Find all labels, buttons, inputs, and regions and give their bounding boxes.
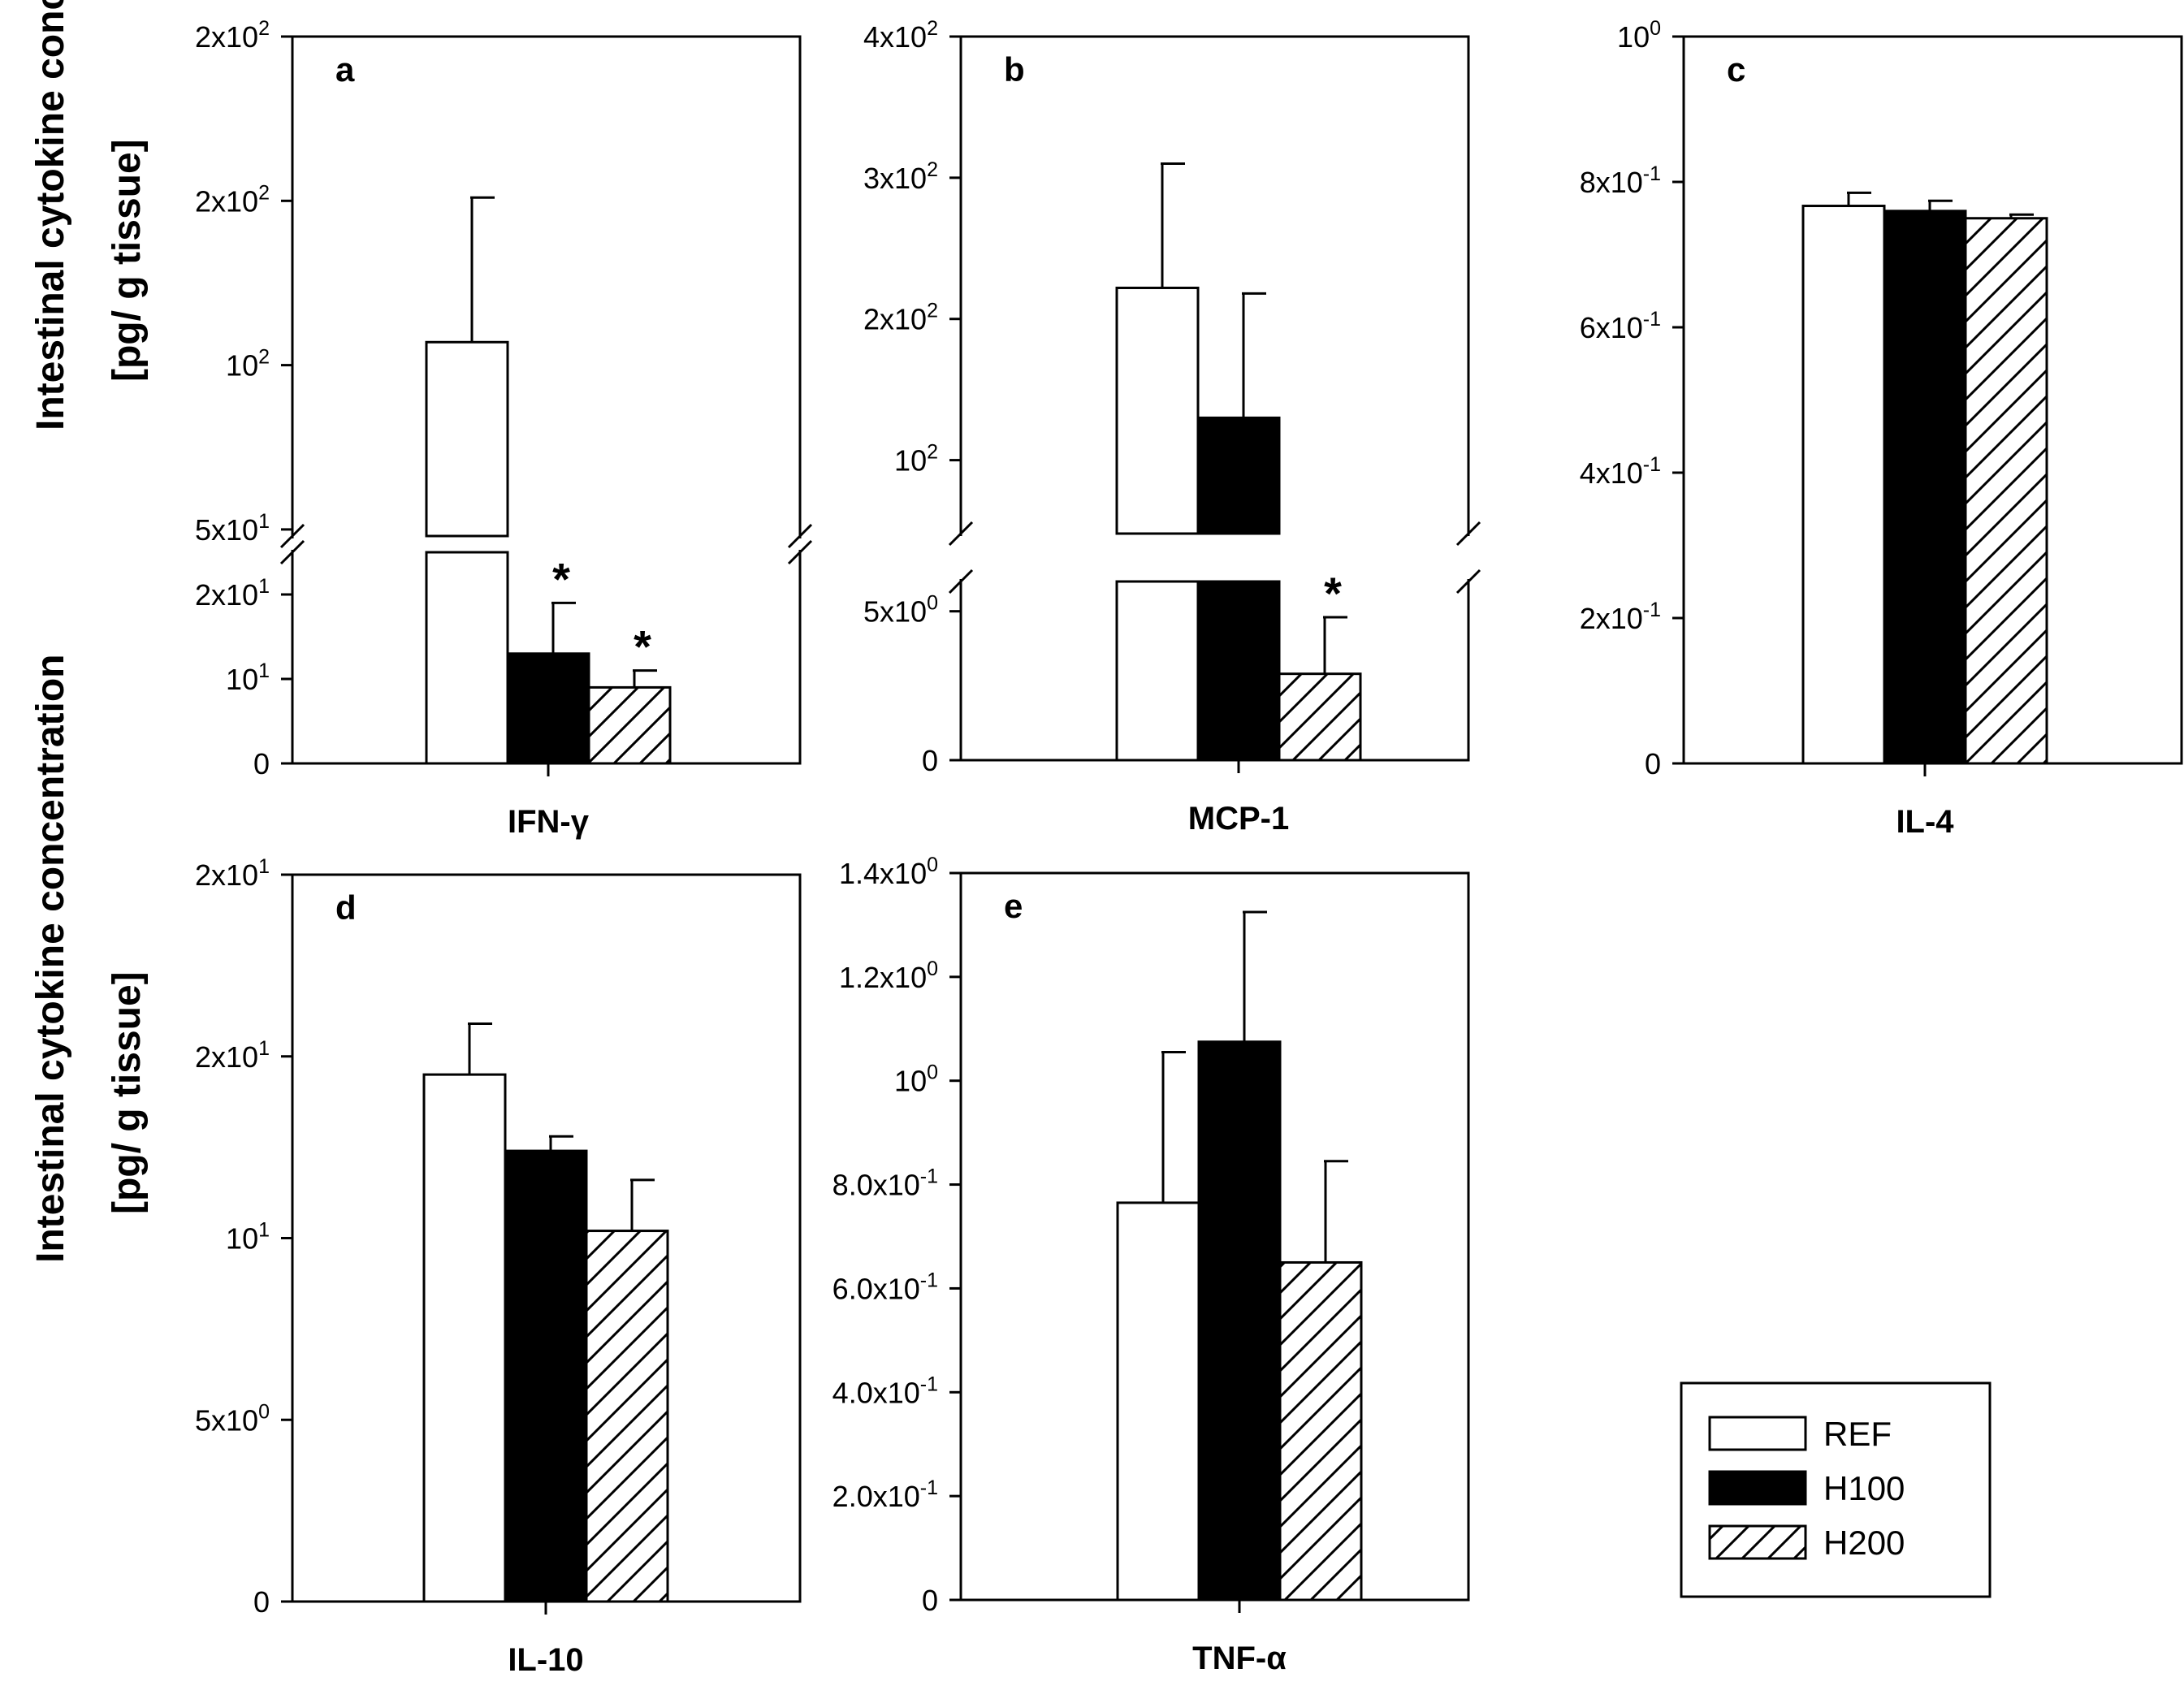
significance-star: *: [1324, 568, 1342, 619]
bar-a-ref-lower: [425, 551, 509, 765]
y-tick-label: 0: [1645, 747, 1661, 780]
bar-c-h100: [1883, 210, 1967, 765]
bar-a-ref-upper: [425, 340, 509, 538]
legend: REF H100 H200: [1680, 1381, 1992, 1598]
y-tick-label: 100: [894, 1061, 938, 1098]
y-axis-title-line2: [pg/ g tissue]: [106, 971, 149, 1214]
y-tick-label: 4.0x10-1: [833, 1373, 938, 1409]
bar-b-h200: [1278, 672, 1362, 762]
panel-label-b: b: [1004, 50, 1025, 89]
bar-e-h200: [1278, 1260, 1363, 1602]
y-tick-label: 102: [226, 346, 270, 383]
legend-swatch-h200: [1708, 1524, 1807, 1560]
axis-break-mark: [787, 539, 813, 565]
y-tick-label: 5x100: [195, 1400, 270, 1437]
y-tick-label: 4x102: [863, 17, 938, 54]
panel-label-c: c: [1727, 50, 1745, 89]
significance-star: *: [634, 621, 651, 672]
axis-break-mark: [948, 568, 974, 594]
y-tick-label: 102: [894, 441, 938, 478]
x-axis-label-e: TNF-α: [1192, 1641, 1287, 1676]
y-tick-label: 2x101: [195, 855, 270, 892]
axis-break-gap: [276, 538, 816, 550]
bar-e-ref: [1116, 1201, 1200, 1602]
panel-label-a: a: [335, 50, 355, 89]
legend-label-h100: H100: [1823, 1469, 1905, 1507]
y-tick-label: 3x102: [863, 158, 938, 195]
y-tick-label: 1.4x100: [839, 854, 938, 890]
y-tick-label: 8x10-1: [1580, 162, 1661, 199]
y-tick-label: 100: [1617, 17, 1661, 54]
panel-c: 0 2x10-1 4x10-1 6x10-1 8x10-1 100 c IL-4: [1580, 17, 2183, 840]
y-tick-label: 0: [253, 1585, 270, 1619]
panels: 0 101 2x101 5x101 102 2x102 2x102 * * a IFN-γ 0 5x10…: [195, 17, 2183, 1678]
bar-d-h100: [504, 1149, 588, 1603]
y-tick-label: 2.0x10-1: [833, 1476, 938, 1513]
axis-break-gap: [945, 536, 1485, 579]
y-tick-label: 1.2x100: [839, 958, 938, 994]
legend-label-ref: REF: [1823, 1415, 1892, 1453]
y-tick-label: 5x101: [195, 510, 270, 547]
y-tick-label: 6.0x10-1: [833, 1269, 938, 1305]
panel-label-e: e: [1004, 887, 1023, 925]
legend-swatch-ref: [1708, 1416, 1807, 1451]
y-tick-label: 8.0x10-1: [833, 1165, 938, 1202]
y-tick-label: 0: [922, 1584, 938, 1617]
bar-a-h200: [587, 685, 672, 765]
y-axis-title-top: Intestinal cytokine concentration [pg/ g…: [29, 0, 149, 430]
y-axis-title-line1: Intestinal cytokine concentration: [29, 0, 72, 430]
y-tick-label: 2x101: [195, 1037, 270, 1074]
y-tick-label: 0: [253, 747, 270, 780]
y-axis-title-line1: Intestinal cytokine concentration: [29, 655, 72, 1263]
y-tick-label: 2x101: [195, 575, 270, 612]
panel-label-d: d: [335, 888, 357, 927]
significance-star: *: [552, 553, 570, 604]
y-tick-label: 101: [226, 1219, 270, 1256]
panel-e: 0 2.0x10-1 4.0x10-1 6.0x10-1 8.0x10-1 100 1.2x…: [833, 854, 1470, 1676]
axis-break-mark: [279, 539, 305, 565]
bar-d-h200: [585, 1230, 669, 1603]
y-tick-label: 2x102: [195, 181, 270, 218]
y-tick-label: 4x10-1: [1580, 453, 1661, 490]
y-tick-label: 5x100: [863, 592, 938, 629]
bar-b-h100-upper: [1196, 416, 1281, 535]
bar-b-ref-upper: [1115, 286, 1200, 535]
x-axis-label-c: IL-4: [1896, 804, 1954, 840]
y-tick-label: 2x10-1: [1580, 599, 1661, 635]
bar-c-h200: [1964, 217, 2048, 765]
panel-b: 0 5x100 102 2x102 3x102 4x102 * b MCP-1: [863, 17, 1485, 837]
axis-break-mark: [1455, 568, 1481, 594]
x-axis-label-b: MCP-1: [1188, 801, 1289, 837]
bar-b-h100-lower: [1196, 580, 1281, 762]
axis-break-mark: [948, 521, 974, 547]
y-tick-label: 101: [226, 659, 270, 696]
y-axis-title-line2: [pg/ g tissue]: [106, 139, 149, 382]
x-axis-label-a: IFN-γ: [508, 804, 590, 840]
y-tick-label: 6x10-1: [1580, 308, 1661, 344]
bar-e-h100: [1197, 1040, 1282, 1602]
y-axis-title-bottom: Intestinal cytokine concentration [pg/ g…: [29, 655, 149, 1263]
y-tick-label: 2x102: [195, 17, 270, 54]
axis-break-mark: [787, 523, 813, 549]
panel-a: 0 101 2x101 5x101 102 2x102 2x102 * * a IFN-γ: [195, 17, 816, 840]
bar-b-ref-lower: [1115, 580, 1200, 762]
x-axis-label-d: IL-10: [508, 1642, 583, 1678]
bar-a-h100: [506, 652, 590, 765]
y-tick-label: 2x102: [863, 300, 938, 336]
legend-label-h200: H200: [1823, 1524, 1905, 1562]
bar-d-ref: [422, 1073, 507, 1603]
legend-swatch-h100: [1708, 1470, 1807, 1506]
axis-break-mark: [279, 523, 305, 549]
panel-d: 0 5x100 101 2x101 2x101 d IL-10: [195, 855, 802, 1678]
axis-break-mark: [1455, 521, 1481, 547]
y-tick-label: 0: [922, 744, 938, 777]
bar-c-ref: [1801, 205, 1886, 765]
